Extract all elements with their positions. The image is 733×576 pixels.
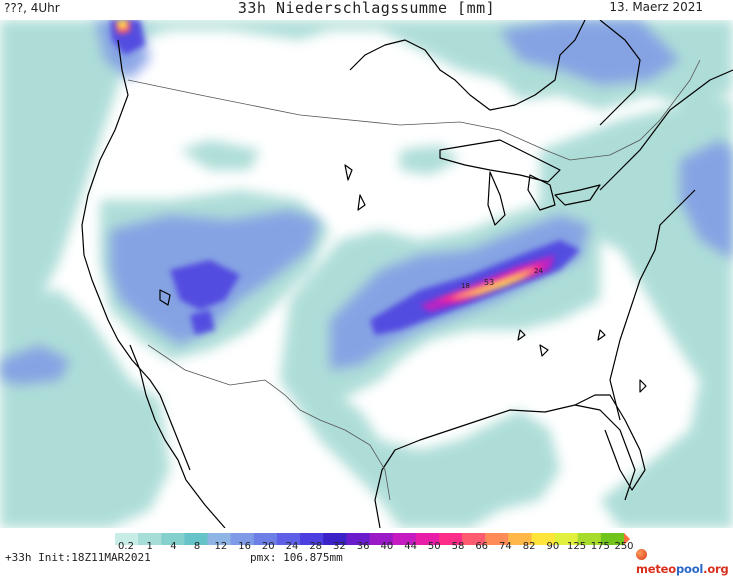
forecast-date: 13. Maerz 2021 [609,0,703,14]
colorbar-segment [600,533,625,545]
peak-label: 53 [484,278,494,287]
colorbar-tick-label: 74 [499,541,512,552]
colorbar-tick-label: 0.2 [118,541,134,552]
colorbar-tick-label: 250 [614,541,634,552]
logo-text-meteo: meteo [636,562,676,576]
colorbar-tick-label: 36 [356,541,370,552]
precipitation-map: 53 18 24 [0,19,733,529]
colorbar-scale [115,533,630,545]
header: ???, 4Uhr 33h Niederschlagssumme [mm] 13… [0,0,733,20]
logo-text-pool: pool [675,562,704,576]
map-title: 33h Niederschlagssumme [mm] [237,0,496,17]
max-precip: pmx: 106.875mm [250,551,343,564]
logo-text-org: .org [703,562,729,576]
footer: 0.2 1 4 8 12 16 20 24 28 32 36 40 44 50 58 66 74 82 90 125 1… [0,528,733,576]
colorbar-segment [138,533,162,545]
colorbar-tick-label: 44 [404,541,417,552]
colorbar-tick-label: 82 [522,541,536,552]
colorbar-segment [531,533,556,545]
colorbar-segment [438,533,463,545]
colorbar-legend [115,530,630,549]
colorbar-segment [392,533,417,545]
colorbar-tick-label: 1 [146,541,153,552]
colorbar-tick-label: 24 [285,541,299,552]
colorbar-segment [554,533,579,545]
colorbar-tick-label: 12 [214,541,228,552]
colorbar-segment [485,533,509,545]
colorbar-segment [207,533,232,545]
colorbar-segment [184,533,209,545]
colorbar-segment [276,533,301,545]
colorbar-tick-label: 20 [261,541,275,552]
colorbar-segment [369,533,394,545]
colorbar-segment [115,533,139,545]
colorbar-segment [230,533,255,545]
colorbar-segment [415,533,440,545]
colorbar-tick-label: 90 [546,541,560,552]
colorbar-segment [161,533,185,545]
logo-ball-icon [636,549,647,560]
peak-label: 18 [461,282,470,290]
colorbar-tick-label: 40 [380,541,394,552]
colorbar-tick-label: 50 [427,541,441,552]
colorbar-tick-label: 175 [590,541,610,552]
map-canvas: 53 18 24 [0,19,733,529]
colorbar-segment [300,533,324,545]
colorbar-tick-label: 8 [193,541,201,552]
colorbar-tick-label: 16 [238,541,251,552]
precip-very-high-layer [115,20,555,312]
forecast-time-label: ???, 4Uhr [4,1,60,15]
colorbar-tick-label: 32 [333,541,346,552]
colorbar-tick-label: 4 [170,541,177,552]
colorbar-tick-label: 58 [451,541,465,552]
colorbar-tick-label: 28 [309,541,323,552]
run-info: +33h Init:18Z11MAR2021 [5,551,151,564]
colorbar-segment [323,533,347,545]
colorbar-segment [346,533,370,545]
colorbar-segment [508,533,532,545]
colorbar-segment [253,533,278,545]
colorbar-tick-label: 66 [475,541,489,552]
colorbar-segment [462,533,486,545]
peak-label: 24 [534,267,543,275]
colorbar-segment [577,533,602,545]
colorbar-tick-label: 125 [567,541,587,552]
colorbar-overflow-arrow [624,533,630,545]
coastlines [81,19,733,529]
country-borders [127,59,701,501]
meteopool-logo[interactable]: meteopool.org [636,548,733,576]
